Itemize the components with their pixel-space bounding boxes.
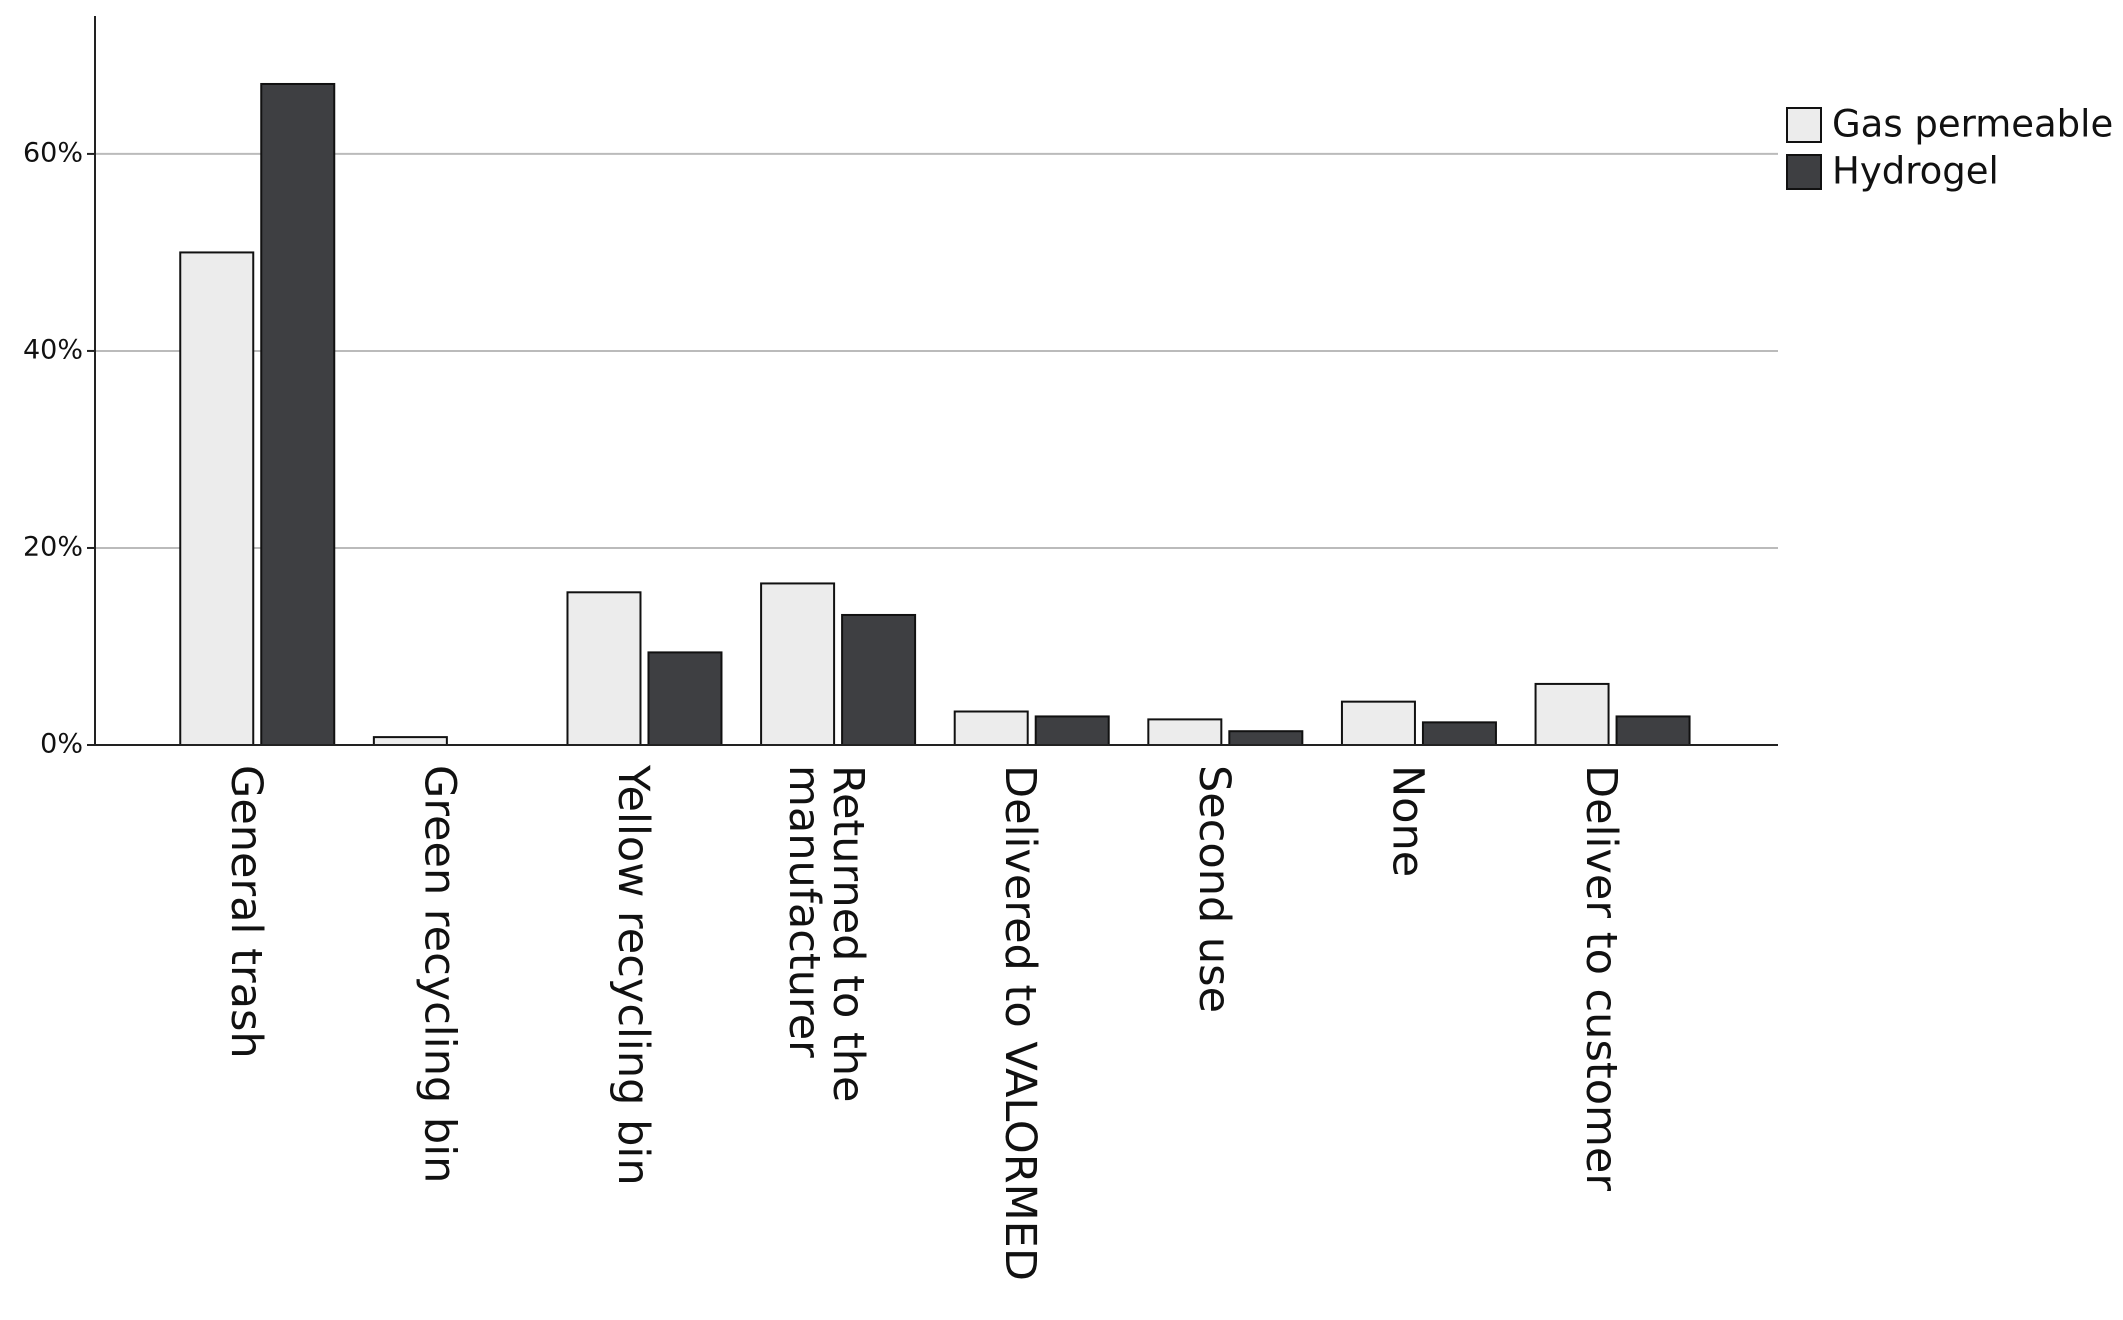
bar	[647, 651, 723, 746]
x-tick-label: General trash	[221, 765, 271, 1059]
x-tick-label: Green recycling bin	[414, 765, 464, 1183]
bar	[841, 613, 917, 746]
y-tick-label: 60%	[23, 137, 83, 168]
bar	[953, 710, 1029, 747]
bar	[372, 736, 448, 746]
legend-swatch	[1786, 154, 1822, 190]
bar	[1147, 718, 1223, 746]
x-tick-label: Returned to the manufacturer	[780, 765, 874, 1116]
y-tick-label: 40%	[23, 334, 83, 365]
legend-swatch	[1786, 107, 1822, 143]
bar	[260, 82, 336, 747]
legend-label: Hydrogel	[1832, 150, 1999, 193]
bar	[1421, 721, 1497, 747]
legend-label: Gas permeable	[1832, 103, 2113, 146]
x-tick-label: Yellow recycling bin	[608, 764, 658, 1186]
y-tick-label: 0%	[40, 729, 83, 760]
y-tick-label: 20%	[23, 531, 83, 562]
bar	[1615, 715, 1691, 747]
bar	[179, 251, 255, 746]
bar	[1034, 715, 1110, 747]
x-tick-label: None	[1382, 765, 1432, 877]
x-tick-label: Delivered to VALORMED	[995, 765, 1045, 1281]
bar	[760, 582, 836, 747]
bar	[1534, 682, 1610, 747]
bar	[566, 591, 642, 747]
bar	[1340, 700, 1416, 746]
bar	[1228, 730, 1304, 747]
x-tick-label: Second use	[1189, 765, 1239, 1013]
x-tick-label: Deliver to customer	[1576, 765, 1626, 1191]
